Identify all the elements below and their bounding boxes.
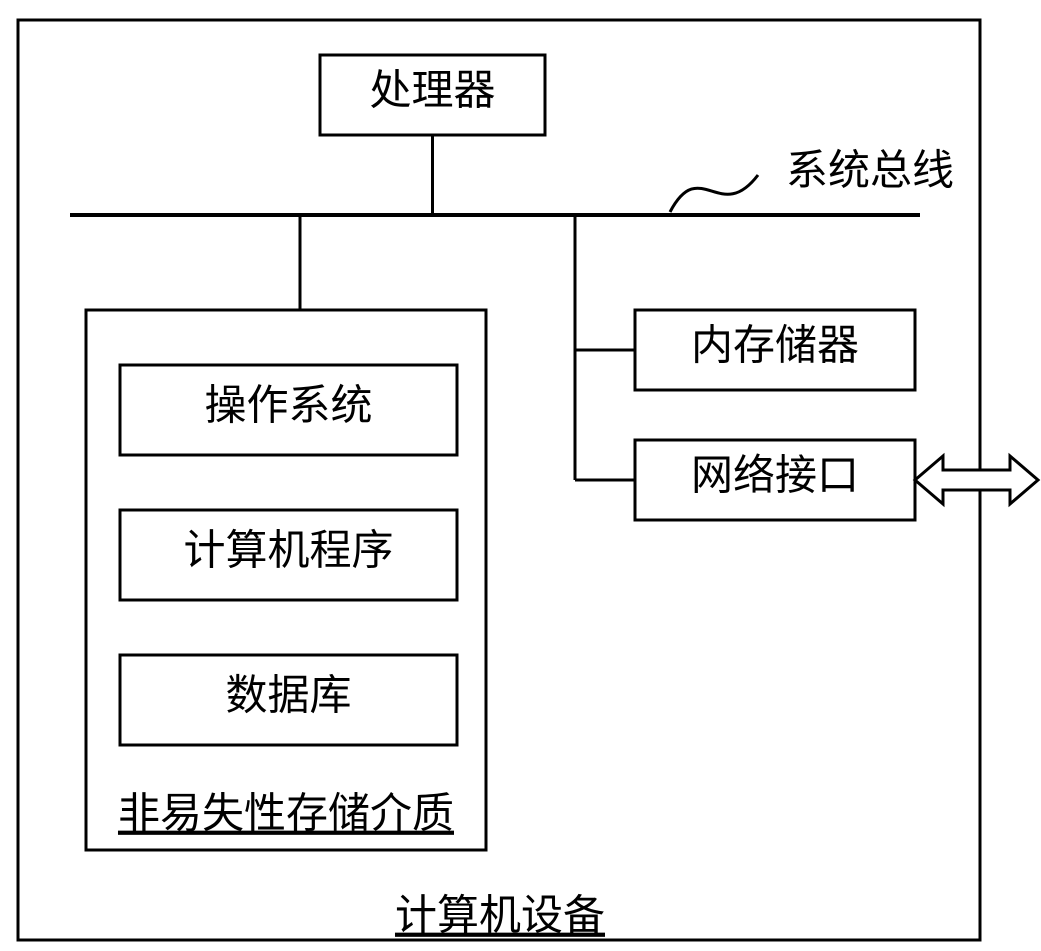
storage-label: 非易失性存储介质	[118, 792, 454, 838]
computer-device-diagram: 计算机设备 处理器系统总线非易失性存储介质操作系统计算机程序数据库 内存储器网络接口	[0, 0, 1041, 951]
memory-label: 内存储器	[691, 324, 859, 370]
double-arrow-icon	[915, 456, 1038, 504]
processor-label: 处理器	[369, 69, 495, 115]
bus-label: 系统总线	[786, 149, 954, 195]
storage-inner-label-0: 操作系统	[204, 384, 372, 430]
network-interface-label: 网络接口	[691, 453, 859, 500]
storage-inner-label-2: 数据库	[225, 674, 351, 720]
outer-box-label: 计算机设备	[395, 894, 605, 940]
storage-inner-label-1: 计算机程序	[183, 529, 393, 575]
bus-tilde	[670, 175, 758, 212]
